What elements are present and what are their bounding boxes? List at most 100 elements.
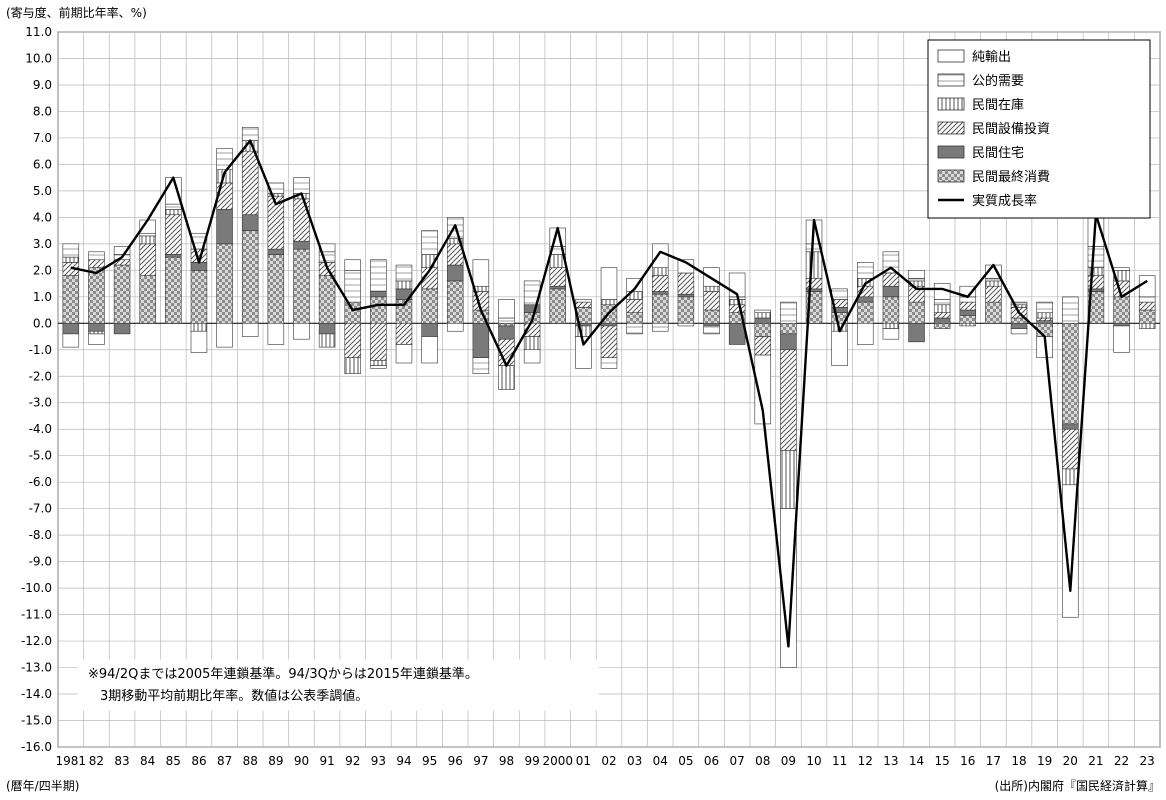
y-tick-label: 7.0 — [33, 131, 52, 145]
x-tick-label: 89 — [268, 754, 283, 768]
legend-swatch — [937, 145, 965, 159]
bar-segment — [370, 365, 387, 369]
bar-segment — [677, 322, 695, 327]
y-tick-label: -6.0 — [29, 475, 52, 489]
legend-label: 実質成長率 — [972, 193, 1037, 209]
y-tick-label: -15.0 — [21, 714, 52, 728]
x-tick-label: 13 — [883, 754, 898, 768]
bar-segment — [1010, 322, 1028, 329]
bar-segment — [754, 317, 772, 324]
bar-segment — [498, 365, 515, 390]
bar-segment — [370, 360, 387, 366]
x-tick-label: 18 — [1011, 754, 1026, 768]
x-tick-label: 06 — [704, 754, 719, 768]
bar-segment — [703, 291, 720, 311]
bar-segment — [88, 259, 105, 268]
bar-segment — [933, 299, 951, 306]
bar-segment — [165, 254, 182, 258]
bar-segment — [1138, 322, 1156, 329]
bar-segment — [908, 322, 925, 343]
bar-segment — [446, 322, 464, 332]
x-tick-label: 11 — [832, 754, 847, 768]
bar-segment — [652, 322, 669, 332]
bar-segment — [344, 357, 361, 374]
bar-segment — [472, 357, 490, 374]
bar-segment — [1138, 296, 1156, 303]
bar-segment — [395, 264, 413, 282]
y-tick-label: -14.0 — [21, 687, 52, 701]
bar-segment — [959, 322, 977, 327]
bar-segment — [267, 193, 285, 197]
bar-segment — [395, 322, 413, 345]
bar-segment — [831, 330, 848, 366]
legend-label: 公的需要 — [972, 73, 1024, 89]
bar-segment — [933, 304, 951, 314]
x-tick-label: 96 — [448, 754, 463, 768]
bar-segment — [165, 256, 182, 324]
bar-segment — [62, 275, 80, 324]
x-tick-label: 87 — [217, 754, 232, 768]
bar-segment — [370, 259, 387, 292]
x-tick-label: 95 — [422, 754, 437, 768]
bar-segment — [780, 349, 797, 451]
bar-segment — [1036, 312, 1053, 319]
bar-segment — [652, 291, 669, 295]
bar-segment — [780, 301, 797, 324]
source-label: (出所)内閣府『国民経済計算』 — [994, 779, 1160, 793]
bar-segment — [626, 312, 643, 324]
bar-segment — [575, 336, 592, 369]
bar-segment — [1113, 296, 1130, 324]
x-tick-label: 83 — [114, 754, 129, 768]
bar-segment — [882, 251, 900, 274]
bar-segment — [754, 322, 772, 337]
bar-segment — [88, 251, 105, 261]
x-tick-label: 19 — [1037, 754, 1052, 768]
y-unit-label: (寄与度、前期比年率、%) — [6, 6, 147, 20]
bar-segment — [1062, 322, 1079, 425]
bar-segment — [1036, 301, 1053, 314]
y-tick-label: 3.0 — [33, 237, 52, 251]
bar-segment — [241, 230, 259, 324]
bar-segment — [216, 243, 233, 324]
bar-segment — [446, 264, 464, 282]
bar-segment — [139, 243, 156, 276]
bar-segment — [728, 299, 746, 306]
x-tick-label: 85 — [166, 754, 181, 768]
bar-segment — [241, 322, 259, 337]
x-unit-label: (暦年/四半期) — [6, 779, 80, 793]
x-tick-label: 02 — [601, 754, 616, 768]
y-tick-label: -11.0 — [21, 608, 52, 622]
y-tick-label: 4.0 — [33, 210, 52, 224]
bar-segment — [959, 309, 977, 316]
bar-segment — [267, 182, 285, 194]
y-tick-label: 5.0 — [33, 184, 52, 198]
x-tick-label: 99 — [524, 754, 539, 768]
bar-segment — [293, 177, 310, 194]
x-tick-label: 98 — [499, 754, 514, 768]
y-tick-label: 9.0 — [33, 78, 52, 92]
x-tick-label: 03 — [627, 754, 642, 768]
bar-segment — [498, 322, 515, 327]
bar-segment — [472, 259, 490, 287]
bar-segment — [652, 267, 669, 276]
growth-line — [70, 139, 1148, 648]
legend-swatch — [937, 73, 965, 87]
bar-segment — [1113, 267, 1130, 271]
bar-segment — [113, 322, 131, 335]
y-tick-label: -13.0 — [21, 661, 52, 675]
bar-segment — [857, 322, 874, 345]
bar-segment — [241, 127, 259, 141]
y-tick-label: -7.0 — [29, 502, 52, 516]
x-tick-label: 92 — [345, 754, 360, 768]
bar-segment — [370, 291, 387, 298]
bar-segment — [318, 333, 336, 348]
bar-segment — [882, 322, 900, 329]
x-tick-label: 91 — [319, 754, 334, 768]
x-tick-label: 86 — [191, 754, 206, 768]
bar-segment — [472, 322, 490, 359]
bar-segment — [344, 270, 361, 303]
bar-segment — [857, 262, 874, 279]
bar-segment — [498, 317, 515, 324]
bar-segment — [908, 277, 925, 282]
x-tick-label: 17 — [986, 754, 1001, 768]
